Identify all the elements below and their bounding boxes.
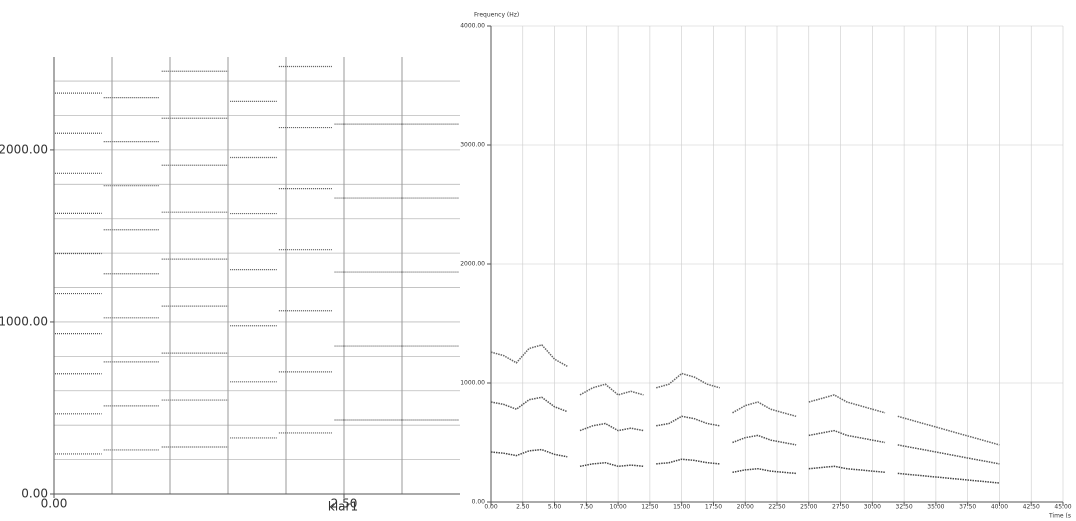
x-tick-label: 17.50 [705,504,722,511]
x-tick-label: 32.50 [896,504,913,511]
y-tick-label: 4000.00 [460,23,485,30]
x-tick-label: 22.50 [768,504,785,511]
x-axis-label: klar1 [328,500,358,514]
y-axis-label: Frequency (Hz) [474,12,519,19]
x-tick-label: 35.00 [927,504,944,511]
x-tick-label: 2.50 [516,504,530,511]
x-tick-label: 2.50 [331,497,358,511]
y-tick-label: 1000.00 [0,314,48,328]
x-tick-label: 40.00 [991,504,1008,511]
y-tick-label: 3000.00 [460,142,485,149]
x-tick-label: 37.50 [959,504,976,511]
x-tick-label: 25.00 [800,504,817,511]
x-tick-label: 0.00 [484,504,498,511]
x-tick-label: 7.50 [580,504,594,511]
x-tick-label: 42.50 [1023,504,1040,511]
x-tick-label: 0.00 [41,497,68,511]
x-tick-label: 12.50 [641,504,658,511]
x-tick-label: 5.00 [548,504,562,511]
x-tick-label: 20.00 [737,504,754,511]
harmonic-track [490,344,1000,446]
y-tick-label: 2000.00 [460,261,485,268]
x-tick-label: 45.00 [1054,504,1071,511]
y-tick-label: 2000.00 [0,142,48,156]
y-tick-label: 0.00 [21,487,48,501]
y-tick-label: 1000.00 [460,380,485,387]
x-tick-label: 30.00 [864,504,881,511]
x-axis-label: Time (s [1048,513,1071,520]
y-tick-label: 0.00 [472,499,486,506]
harmonic-track [490,396,1000,465]
x-tick-label: 10.00 [610,504,627,511]
x-tick-label: 27.50 [832,504,849,511]
x-tick-label: 15.00 [673,504,690,511]
